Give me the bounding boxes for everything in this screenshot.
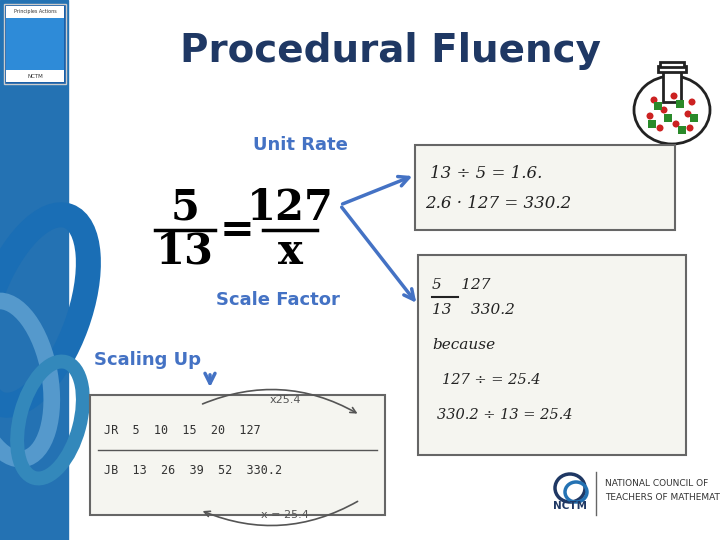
Bar (415, 145, 675, 230)
Bar (658, 66, 686, 72)
Bar (4, 4, 66, 84)
Text: 5: 5 (171, 187, 199, 229)
Text: NCTM: NCTM (553, 501, 587, 511)
Ellipse shape (650, 97, 657, 104)
Bar (690, 114, 698, 122)
Text: 2.6 · 127 = 330.2: 2.6 · 127 = 330.2 (425, 194, 571, 212)
Text: TEACHERS OF MATHEMATICS: TEACHERS OF MATHEMATICS (605, 494, 720, 503)
Ellipse shape (688, 98, 696, 105)
Text: JB  13  26  39  52  330.2: JB 13 26 39 52 330.2 (104, 463, 282, 476)
Text: Unit Rate: Unit Rate (253, 136, 348, 154)
Text: because: because (432, 338, 495, 352)
Bar (648, 120, 656, 128)
Bar (418, 255, 686, 455)
Text: 13    330.2: 13 330.2 (432, 303, 515, 317)
Bar (678, 126, 686, 134)
Ellipse shape (634, 76, 710, 144)
Text: JR  5  10  15  20  127: JR 5 10 15 20 127 (104, 423, 261, 436)
Bar (6, 6, 64, 18)
Text: Scale Factor: Scale Factor (216, 291, 340, 309)
Text: x: x (278, 231, 302, 273)
Bar (6, 70, 64, 82)
Text: Procedural Fluency: Procedural Fluency (179, 32, 600, 70)
Text: 13 ÷ 5 = 1.6.: 13 ÷ 5 = 1.6. (430, 165, 542, 181)
Text: x25.4: x25.4 (269, 395, 301, 405)
Bar (90, 395, 385, 515)
Text: 127: 127 (246, 187, 333, 229)
Text: =: = (220, 209, 254, 251)
Bar (654, 102, 662, 110)
Ellipse shape (686, 125, 693, 132)
Text: 13: 13 (156, 231, 214, 273)
Text: 127 ÷ = 25.4: 127 ÷ = 25.4 (442, 373, 541, 387)
Bar (0, 0, 68, 540)
Ellipse shape (660, 106, 667, 113)
Bar (676, 100, 684, 108)
Bar (660, 62, 684, 67)
Text: NATIONAL COUNCIL OF: NATIONAL COUNCIL OF (605, 480, 708, 489)
Ellipse shape (670, 92, 678, 99)
Text: Scaling Up: Scaling Up (94, 351, 202, 369)
Ellipse shape (685, 111, 691, 118)
Text: 5    127: 5 127 (432, 278, 490, 292)
Bar (6, 18, 64, 70)
Bar (663, 70, 681, 102)
Text: NCTM: NCTM (27, 73, 43, 78)
Text: x = 25.4: x = 25.4 (261, 510, 309, 520)
Ellipse shape (647, 112, 654, 119)
Bar (664, 114, 672, 122)
Ellipse shape (657, 125, 664, 132)
Text: Principles Actions: Principles Actions (14, 10, 56, 15)
Text: 330.2 ÷ 13 = 25.4: 330.2 ÷ 13 = 25.4 (437, 408, 572, 422)
Ellipse shape (672, 120, 680, 127)
